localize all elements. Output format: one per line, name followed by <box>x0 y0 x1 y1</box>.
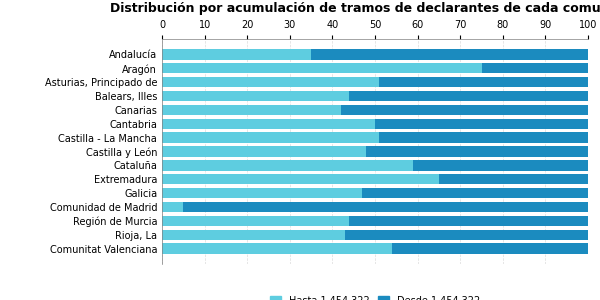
Bar <box>392 243 588 254</box>
Bar <box>162 49 311 60</box>
Bar <box>162 230 345 240</box>
Bar <box>482 63 588 74</box>
Bar <box>162 160 413 171</box>
Bar <box>345 230 588 240</box>
Bar <box>162 202 184 212</box>
Bar <box>162 243 392 254</box>
Bar <box>367 146 588 157</box>
Bar <box>162 63 482 74</box>
Bar <box>341 105 588 115</box>
Bar <box>162 77 379 87</box>
Bar <box>379 77 588 87</box>
Bar <box>162 118 375 129</box>
Bar <box>413 160 588 171</box>
Bar <box>162 216 349 226</box>
Bar <box>439 174 588 184</box>
Bar <box>162 132 379 143</box>
Bar <box>162 146 367 157</box>
Bar <box>162 188 362 198</box>
Title: Distribución por acumulación de tramos de declarantes de cada comunidad: Distribución por acumulación de tramos d… <box>110 2 600 15</box>
Legend: Hasta 1.454.322, Desde 1.454.322: Hasta 1.454.322, Desde 1.454.322 <box>267 293 483 300</box>
Bar <box>349 91 588 101</box>
Bar <box>362 188 588 198</box>
Bar <box>162 91 349 101</box>
Bar <box>379 132 588 143</box>
Bar <box>311 49 588 60</box>
Bar <box>184 202 588 212</box>
Bar <box>375 118 588 129</box>
Bar <box>349 216 588 226</box>
Bar <box>162 105 341 115</box>
Bar <box>162 174 439 184</box>
